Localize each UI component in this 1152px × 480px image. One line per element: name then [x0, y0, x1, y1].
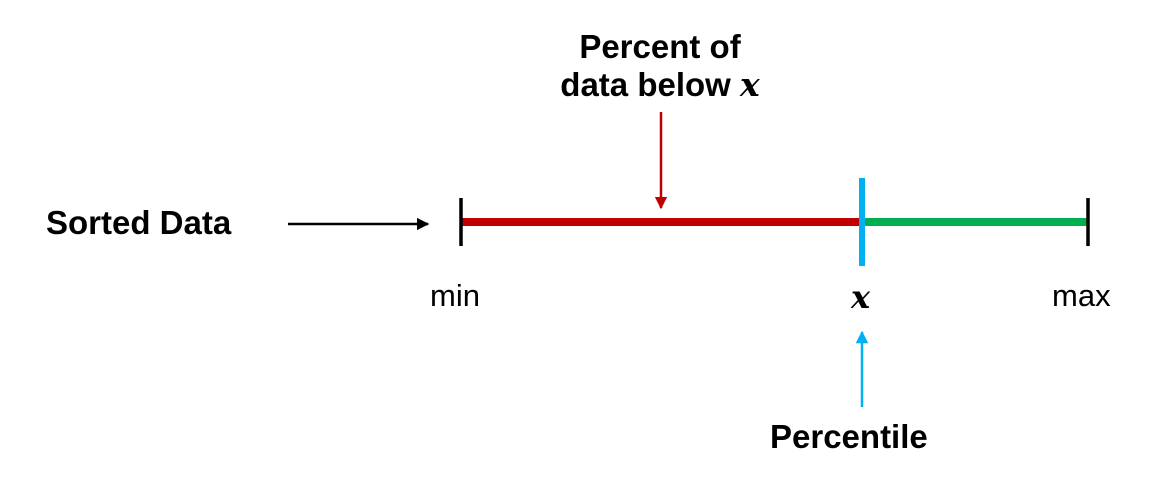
percent-label-line1: Percent of [579, 28, 741, 65]
percent-label-line2: data below x [520, 66, 800, 104]
max-label: max [1052, 278, 1111, 313]
x-label: x [851, 278, 871, 316]
percent-label-variable: x [740, 65, 760, 104]
percent-label-prefix: data below [560, 66, 740, 103]
sorted-data-label: Sorted Data [46, 204, 232, 241]
min-label: min [430, 278, 480, 313]
percentile-label: Percentile [770, 418, 928, 455]
percent-below-label: Percent of data below x [520, 28, 800, 104]
